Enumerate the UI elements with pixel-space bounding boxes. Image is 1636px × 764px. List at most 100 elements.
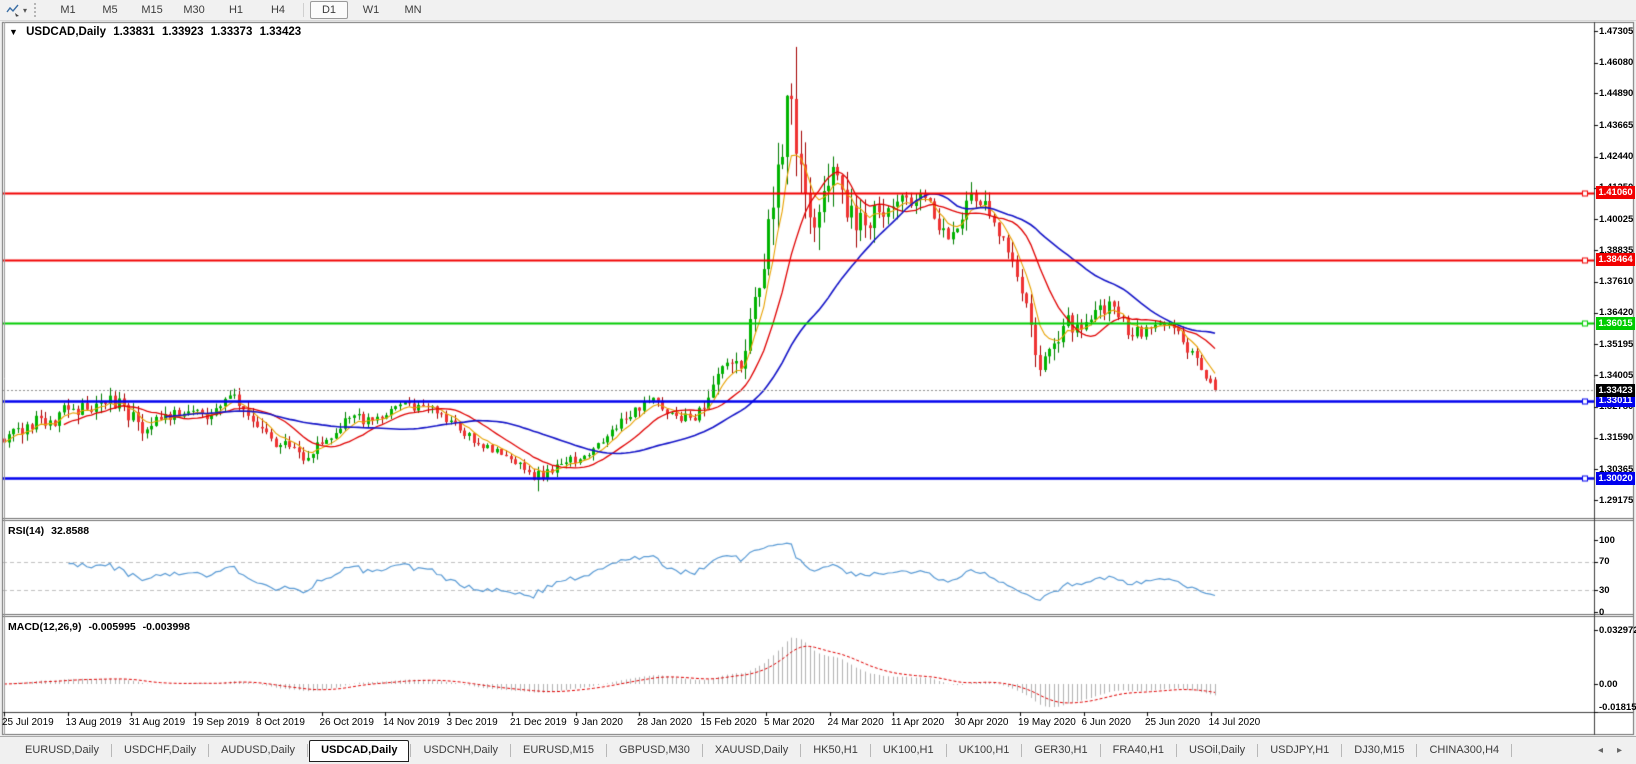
- chart-tab-gbpusd-m30[interactable]: GBPUSD,M30: [618, 744, 690, 756]
- price-axis-tick: 1.31590: [1599, 432, 1634, 444]
- chart-tab-hk50-h1[interactable]: HK50,H1: [813, 744, 858, 756]
- chart-tab-ger30-h1[interactable]: GER30,H1: [1034, 744, 1088, 756]
- tab-divider: [307, 744, 309, 757]
- tab-divider: [1021, 744, 1023, 757]
- tab-divider: [110, 744, 112, 757]
- date-axis-label: 25 Jul 2019: [2, 717, 54, 728]
- price-axis-tick: 1.46080: [1599, 57, 1634, 69]
- date-axis-label: 13 Aug 2019: [65, 717, 122, 728]
- price-axis-tick: 1.44890: [1599, 87, 1634, 99]
- price-level-badge[interactable]: 1.30020: [1596, 471, 1635, 485]
- rsi-axis-tick: 70: [1599, 556, 1610, 568]
- timeframe-button-m5[interactable]: M5: [102, 4, 118, 16]
- rsi-axis-tick: 0: [1599, 606, 1605, 618]
- price-axis-tick: 1.47305: [1599, 25, 1634, 37]
- macd-axis-tick: 0.032972: [1599, 624, 1636, 636]
- price-level-badge[interactable]: 1.33011: [1596, 394, 1635, 408]
- macd-main-value: -0.005995: [88, 621, 136, 633]
- timeframe-button-h1[interactable]: H1: [228, 4, 244, 16]
- date-axis-label: 26 Oct 2019: [319, 717, 374, 728]
- rsi-axis-tick: 30: [1599, 584, 1610, 596]
- date-axis-label: 5 Mar 2020: [764, 717, 815, 728]
- chart-tab-usdchf-daily[interactable]: USDCHF,Daily: [123, 744, 197, 756]
- price-level-badge[interactable]: 1.41060: [1596, 186, 1635, 200]
- chart-tab-fra40-h1[interactable]: FRA40,H1: [1112, 744, 1164, 756]
- date-axis-label: 24 Mar 2020: [827, 717, 884, 728]
- price-axis-tick: 1.36420: [1599, 307, 1634, 319]
- rsi-axis-tick: 100: [1599, 534, 1615, 546]
- date-axis-label: 19 Sep 2019: [192, 717, 250, 728]
- tab-scroll-right-icon[interactable]: ▸: [1616, 745, 1622, 756]
- tab-divider: [945, 744, 947, 757]
- tab-divider: [208, 744, 210, 757]
- chart-tab-usoil-daily[interactable]: USOil,Daily: [1188, 744, 1246, 756]
- tab-divider: [1341, 744, 1343, 757]
- date-axis-label: 25 Jun 2020: [1145, 717, 1201, 728]
- tab-divider: [410, 744, 412, 757]
- price-axis-tick: 1.42440: [1599, 151, 1634, 163]
- collapse-triangle-icon[interactable]: ▼: [9, 27, 18, 37]
- chart-tab-eurusd-daily[interactable]: EURUSD,Daily: [25, 744, 99, 756]
- chart-symbol-label: USDCAD,Daily: [26, 26, 107, 38]
- macd-name: MACD(12,26,9): [8, 621, 82, 633]
- toolbar-divider: [303, 3, 305, 17]
- timeframe-button-m30[interactable]: M30: [183, 4, 205, 16]
- cursor-tool-dropdown-caret-icon[interactable]: ▾: [23, 5, 28, 15]
- price-chart-canvas[interactable]: [0, 0, 1636, 736]
- timeframe-button-m1[interactable]: M1: [60, 4, 76, 16]
- rsi-value: 32.8588: [51, 525, 90, 537]
- timeframe-button-h4[interactable]: H4: [270, 4, 286, 16]
- tab-divider: [1416, 744, 1418, 757]
- price-level-badge[interactable]: 1.36015: [1596, 316, 1635, 330]
- price-axis-tick: 1.43665: [1599, 119, 1634, 131]
- macd-axis-tick: 0.00: [1599, 678, 1618, 690]
- tab-divider: [510, 744, 512, 757]
- cursor-tool-icon[interactable]: [4, 2, 22, 18]
- rsi-name: RSI(14): [8, 525, 45, 537]
- chart-tab-uk100-h1[interactable]: UK100,H1: [958, 744, 1010, 756]
- current-price-badge: 1.33423: [1596, 383, 1635, 397]
- chart-tab-bar: EURUSD,Daily USDCHF,Daily AUDUSD,Daily USDC…: [0, 736, 1636, 764]
- tab-divider: [701, 744, 703, 757]
- date-axis-label: 21 Dec 2019: [510, 717, 567, 728]
- tab-divider: [1099, 744, 1101, 757]
- timeframe-button-mn[interactable]: MN: [404, 4, 422, 16]
- chart-tab-china300-h4[interactable]: CHINA300,H4: [1429, 744, 1500, 756]
- date-axis-label: 11 Apr 2020: [891, 717, 945, 728]
- ohlc-high: 1.33923: [162, 26, 204, 38]
- tab-scroll-left-icon[interactable]: ◂: [1597, 745, 1603, 756]
- chart-tab-uk100-h1[interactable]: UK100,H1: [882, 744, 934, 756]
- date-axis-label: 31 Aug 2019: [129, 717, 186, 728]
- timeframe-button-w1[interactable]: W1: [362, 4, 380, 16]
- chart-tab-xauusd-daily[interactable]: XAUUSD,Daily: [714, 744, 789, 756]
- timeframe-button-d1[interactable]: D1: [310, 1, 349, 19]
- macd-signal-value: -0.003998: [142, 621, 190, 633]
- tab-divider: [605, 744, 607, 757]
- chart-tab-usdcad-daily[interactable]: USDCAD,Daily: [309, 739, 410, 762]
- date-axis-label: 28 Jan 2020: [637, 717, 693, 728]
- price-axis-tick: 1.37610: [1599, 276, 1634, 288]
- ohlc-open: 1.33831: [113, 26, 155, 38]
- tab-divider: [800, 744, 802, 757]
- date-axis-label: 9 Jan 2020: [573, 717, 624, 728]
- date-axis-label: 15 Feb 2020: [700, 717, 757, 728]
- price-axis-tick: 1.29175: [1599, 494, 1634, 506]
- tab-scroll-arrows: ◂ ▸: [1598, 745, 1636, 756]
- price-level-badge[interactable]: 1.38464: [1596, 253, 1635, 267]
- macd-indicator-label: MACD(12,26,9) -0.005995 -0.003998: [8, 621, 194, 633]
- price-axis-tick: 1.40025: [1599, 213, 1634, 225]
- rsi-indicator-label: RSI(14) 32.8588: [8, 525, 93, 537]
- toolbar-grip[interactable]: [34, 3, 41, 17]
- date-axis-label: 3 Dec 2019: [446, 717, 498, 728]
- chart-tab-usdjpy-h1[interactable]: USDJPY,H1: [1270, 744, 1330, 756]
- chart-tab-audusd-daily[interactable]: AUDUSD,Daily: [221, 744, 296, 756]
- timeframe-toolbar: ▾ M1 M5 M15 M30 H1 H4 D1 W1 MN: [0, 0, 1636, 21]
- tab-divider: [1511, 744, 1513, 757]
- date-axis-label: 30 Apr 2020: [954, 717, 1009, 728]
- chart-tab-eurusd-m15[interactable]: EURUSD,M15: [523, 744, 594, 756]
- chart-tab-usdcnh-daily[interactable]: USDCNH,Daily: [423, 744, 499, 756]
- date-axis-label: 6 Jun 2020: [1081, 717, 1132, 728]
- timeframe-button-m15[interactable]: M15: [141, 4, 163, 16]
- tab-divider: [1257, 744, 1259, 757]
- chart-tab-dj30-m15[interactable]: DJ30,M15: [1354, 744, 1405, 756]
